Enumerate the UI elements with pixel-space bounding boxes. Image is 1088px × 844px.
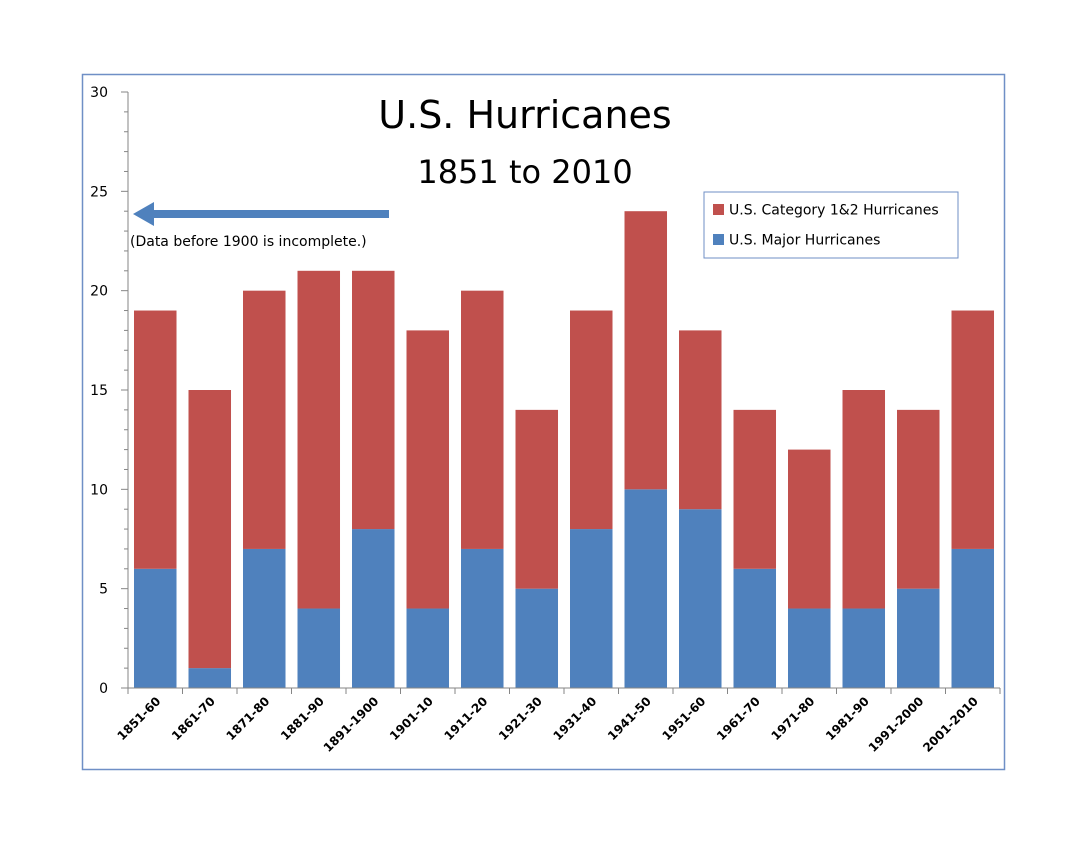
legend: U.S. Category 1&2 Hurricanes U.S. Major H… <box>703 191 959 259</box>
bar-major-2001-2010 <box>951 548 995 688</box>
y-tick-label: 15 <box>90 383 108 399</box>
legend-label: U.S. Major Hurricanes <box>729 233 880 249</box>
bar-cat12-1921-30 <box>515 409 559 589</box>
y-ticks-group: 0 5 10 15 20 25 30 <box>90 85 128 697</box>
bar-cat12-1991-2000 <box>897 409 940 589</box>
bar-major-1991-2000 <box>897 588 940 688</box>
bar-major-1861-70 <box>188 668 232 688</box>
bar-major-1971-80 <box>788 608 831 688</box>
bar-major-1951-60 <box>679 509 722 688</box>
bar-major-1961-70 <box>733 568 777 688</box>
y-tick-label: 5 <box>99 582 108 598</box>
legend-swatch <box>713 204 724 215</box>
bar-cat12-1961-70 <box>733 409 777 569</box>
bar-cat12-1891-1900 <box>352 270 395 530</box>
bar-cat12-1881-90 <box>297 270 341 609</box>
bar-cat12-1951-60 <box>679 330 722 510</box>
bar-major-1871-80 <box>243 548 286 688</box>
bar-major-1921-30 <box>515 588 559 688</box>
chart-subtitle: 1851 to 2010 <box>417 153 632 191</box>
bar-cat12-1941-50 <box>624 211 668 490</box>
bar-cat12-1931-40 <box>570 310 613 530</box>
bar-major-1881-90 <box>297 608 341 688</box>
bar-cat12-2001-2010 <box>951 310 995 549</box>
bar-major-1981-90 <box>842 608 886 688</box>
bar-major-1911-20 <box>461 548 504 688</box>
bars-group <box>134 211 995 688</box>
bar-major-1891-1900 <box>352 529 395 688</box>
legend-label: U.S. Category 1&2 Hurricanes <box>729 203 939 219</box>
bar-cat12-1901-10 <box>406 330 450 609</box>
bar-cat12-1871-80 <box>243 290 286 549</box>
bar-cat12-1851-60 <box>134 310 177 569</box>
y-tick-label: 30 <box>90 85 108 101</box>
bar-major-1941-50 <box>624 489 668 688</box>
legend-box <box>703 191 959 259</box>
arrow-head <box>133 202 154 226</box>
y-tick-label: 10 <box>90 482 108 498</box>
bar-cat12-1911-20 <box>461 290 504 549</box>
bar-major-1851-60 <box>134 568 177 688</box>
y-tick-label: 0 <box>99 681 108 697</box>
incomplete-data-arrow <box>133 202 389 226</box>
bar-cat12-1981-90 <box>842 390 886 609</box>
bar-cat12-1971-80 <box>788 449 831 609</box>
y-tick-label: 25 <box>90 184 108 200</box>
bar-major-1901-10 <box>406 608 450 688</box>
arrow-shaft <box>150 210 389 218</box>
legend-swatch <box>713 234 724 245</box>
incomplete-data-note: (Data before 1900 is incomplete.) <box>130 234 367 250</box>
chart-title: U.S. Hurricanes <box>378 93 671 137</box>
bar-cat12-1861-70 <box>188 390 232 669</box>
bar-major-1931-40 <box>570 529 613 688</box>
y-tick-label: 20 <box>90 284 108 300</box>
